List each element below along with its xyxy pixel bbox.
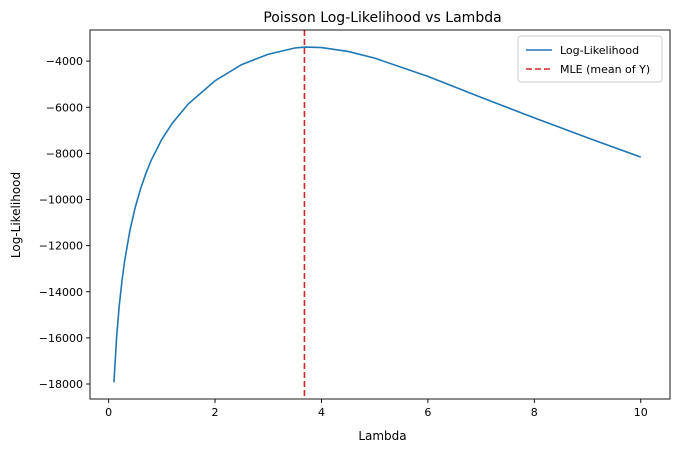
plot-area [89, 29, 671, 400]
chart-title: Poisson Log-Likelihood vs Lambda [263, 10, 501, 26]
x-tick-label: 10 [634, 406, 648, 419]
x-tick-label: 2 [212, 406, 219, 419]
y-tick-label: −12000 [39, 240, 83, 253]
series-line-log-likelihood [113, 46, 642, 383]
y-tick-label: −10000 [39, 194, 83, 207]
y-tick-label: −18000 [39, 378, 83, 391]
legend-box [517, 35, 663, 83]
x-tick-label: 4 [318, 406, 325, 419]
legend: Log-Likelihood MLE (mean of Y) [517, 35, 663, 83]
x-axis-label: Lambda [358, 429, 406, 443]
x-tick-label: 0 [105, 406, 112, 419]
x-tick-label: 8 [531, 406, 538, 419]
legend-label: MLE (mean of Y) [560, 63, 650, 76]
y-axis-label: Log-Likelihood [9, 172, 23, 258]
y-tick-label: −6000 [46, 101, 83, 114]
y-tick-label: −8000 [46, 147, 83, 160]
x-axis-ticks: 0 2 4 6 8 10 [105, 399, 648, 419]
axes-frame [89, 29, 671, 400]
y-tick-label: −4000 [46, 55, 83, 68]
legend-label: Log-Likelihood [560, 44, 639, 57]
x-tick-label: 6 [424, 406, 431, 419]
y-axis-ticks: −18000 −16000 −14000 −12000 −10000 −8000 −6000… [39, 55, 90, 391]
y-tick-label: −14000 [39, 286, 83, 299]
y-tick-label: −16000 [39, 332, 83, 345]
